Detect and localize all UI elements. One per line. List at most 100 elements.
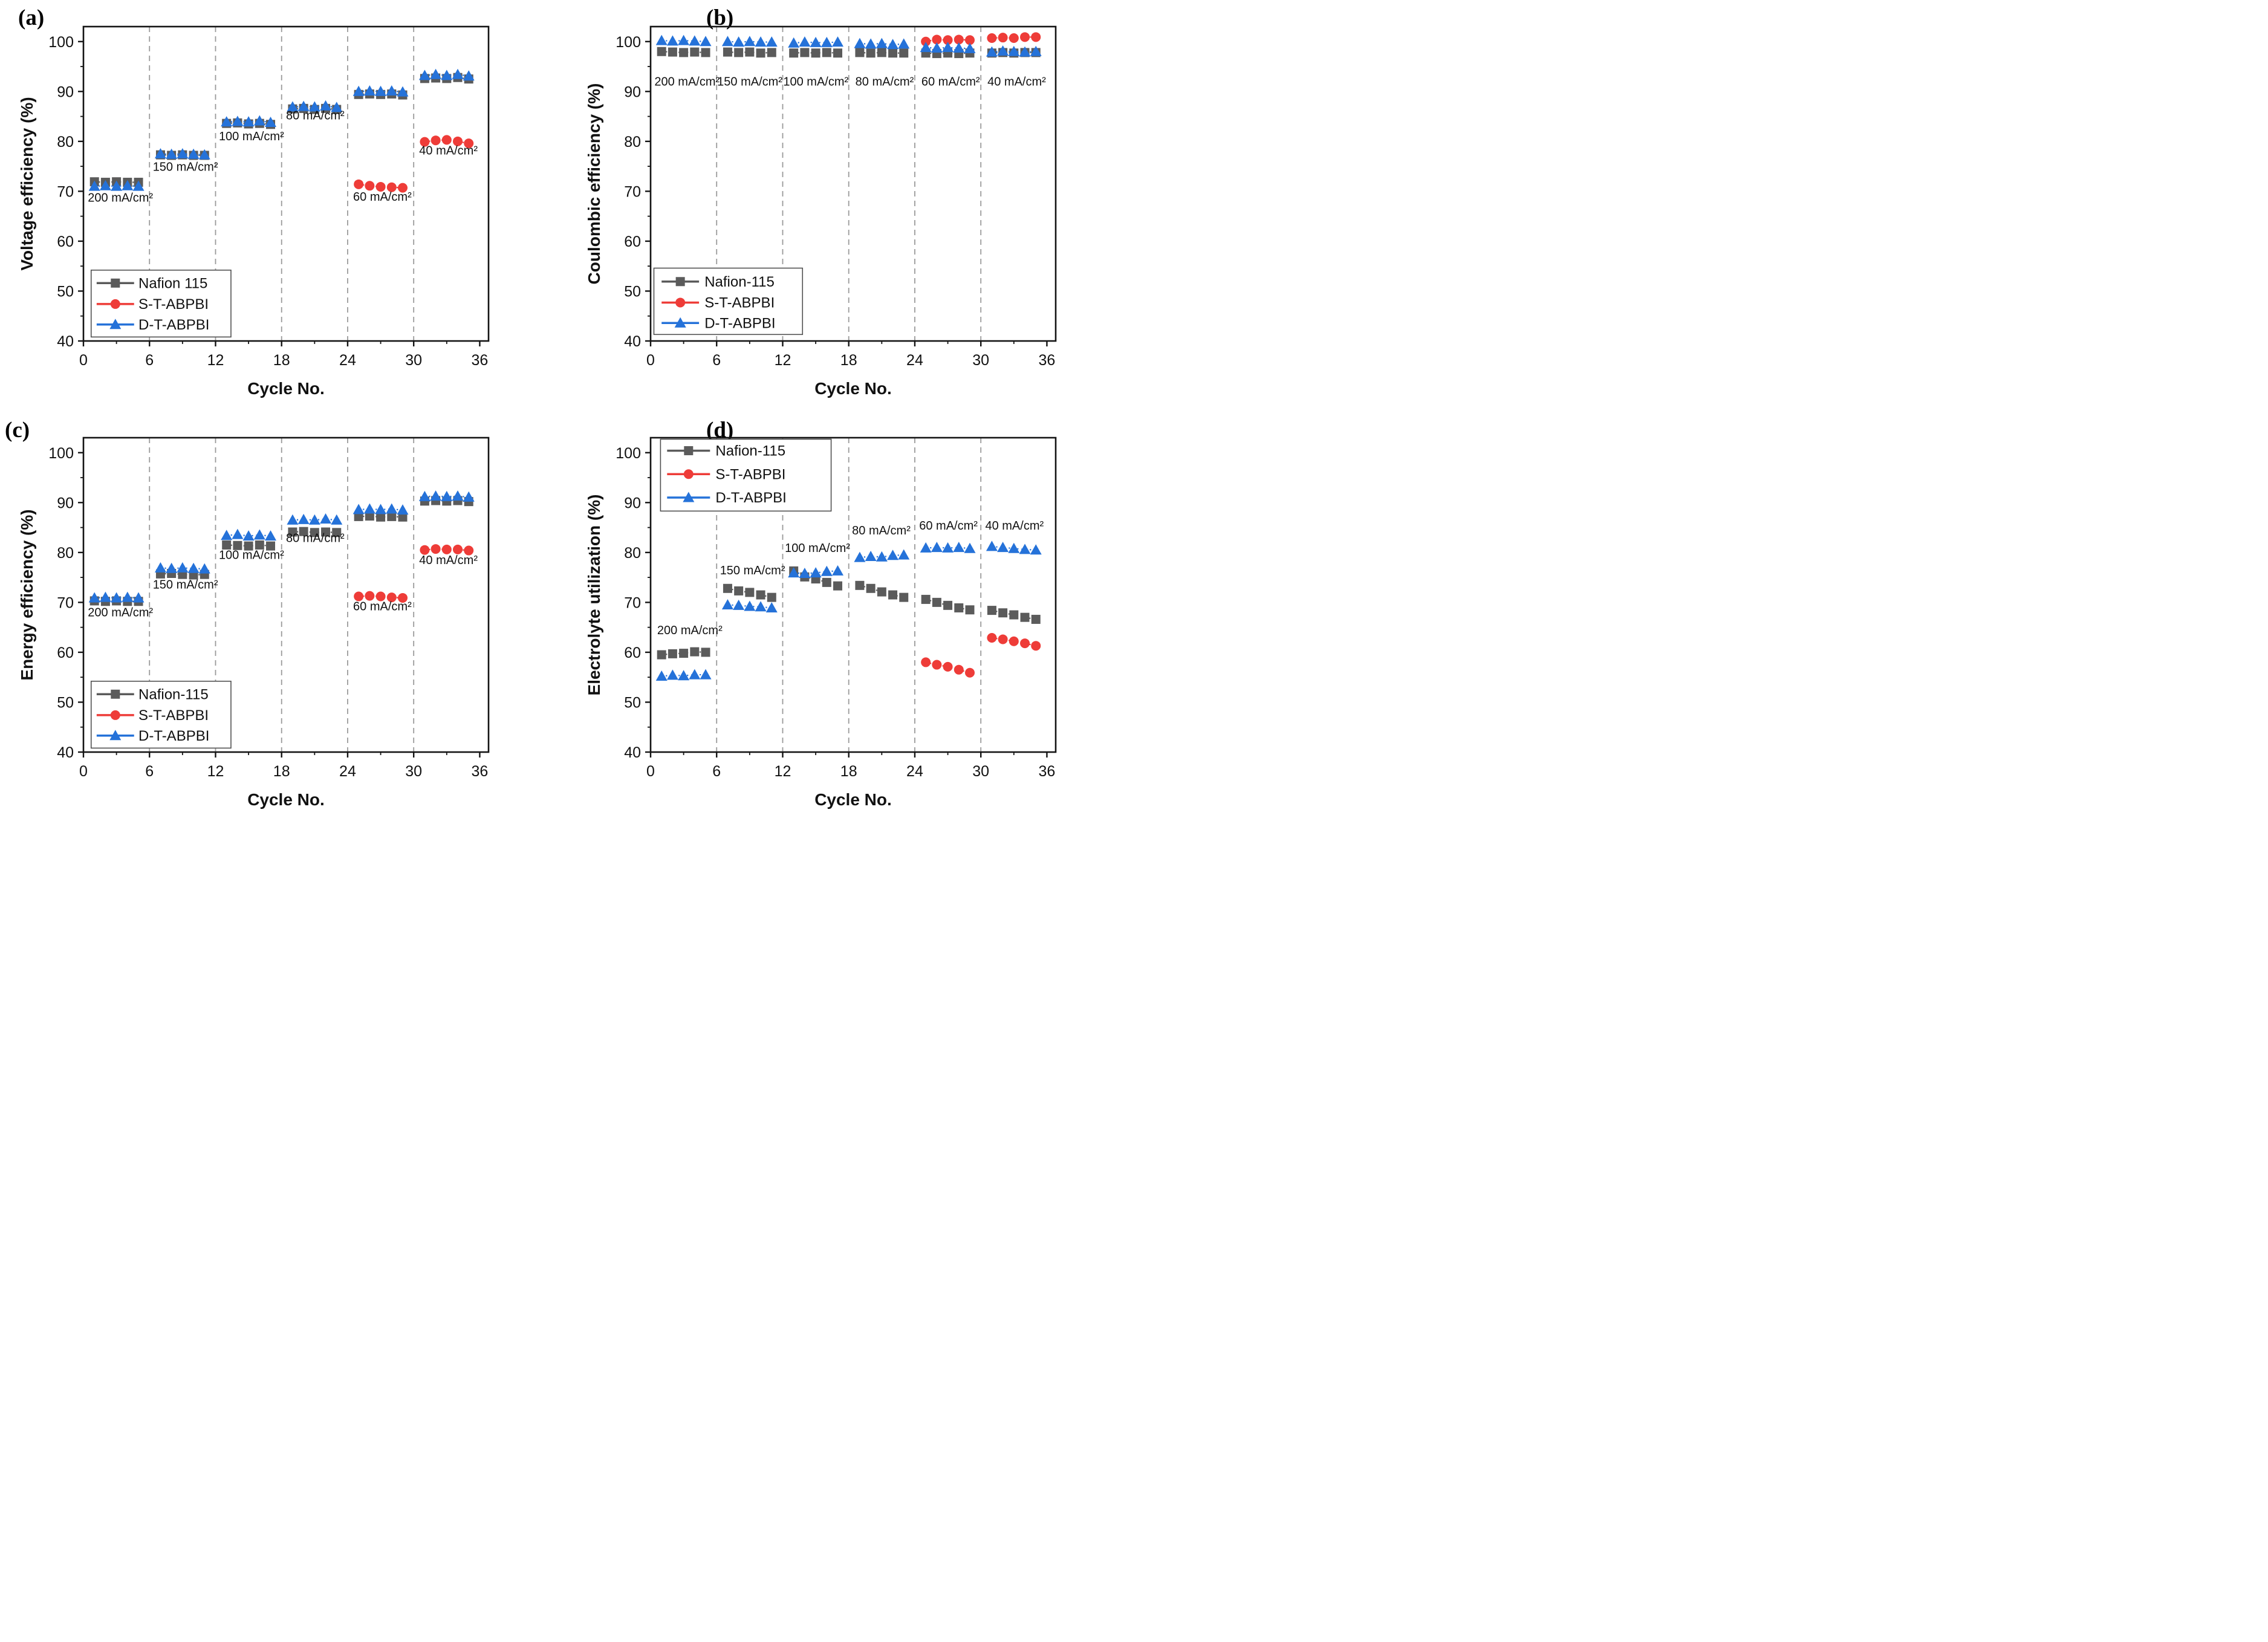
data-point-circle [943,35,953,45]
data-point-square [943,600,953,610]
y-axis: 40 50 60 70 80 90 100 [616,445,651,761]
x-tick-label: 36 [472,352,489,369]
x-tick-label: 12 [207,352,224,369]
data-point-square [111,689,120,699]
data-point-triangle [755,36,767,47]
region-label: 80 mA/cm² [286,109,345,123]
data-point-triangle [287,514,299,525]
legend-label: D-T-ABPBI [138,728,209,744]
data-point-triangle [788,37,800,48]
data-point-square [789,48,799,58]
plot-border [82,25,490,342]
data-point-triangle [242,116,255,127]
data-point-circle [921,36,931,47]
region-label: 60 mA/cm² [919,519,978,533]
region-label: 40 mA/cm² [985,519,1044,533]
region-label: 150 mA/cm² [153,161,218,174]
data-point-triangle [308,514,320,525]
data-point-circle [397,183,408,193]
data-point-circle [453,544,463,554]
data-point-triangle [386,503,398,514]
data-point-square [767,48,776,57]
data-point-square [899,48,909,58]
data-point-triangle [353,504,365,514]
data-point-square [266,541,276,551]
data-point-circle [375,591,386,602]
panel-b: 40 50 60 70 80 90 100 0 6 12 18 24 30 36 200 mA/cm² 150… [579,11,1123,407]
data-point-triangle [666,35,678,46]
x-tick-label: 24 [906,352,923,369]
x-tick-label: 6 [145,763,154,780]
data-point-triangle [320,100,332,111]
data-point-triangle [953,42,965,53]
data-point-triangle [666,669,678,680]
x-axis-title: Cycle No. [247,790,325,809]
region-label: 150 mA/cm² [720,564,785,577]
data-point-circle [1020,32,1030,42]
data-point-triangle [765,36,778,47]
x-tick-label: 0 [79,352,88,369]
data-point-triangle [430,490,442,501]
data-point-triangle [733,599,745,610]
series-d-t-abpbi [655,34,1042,57]
data-point-triangle [799,36,811,47]
data-point-triangle [820,565,833,576]
series-s-t-abpbi [354,135,474,193]
x-axis-title: Cycle No. [814,790,892,809]
y-axis: 40 50 60 70 80 90 100 [48,445,83,761]
region-label: 100 mA/cm² [785,542,850,555]
data-point-square [222,540,232,550]
data-point-triangle [320,513,332,524]
x-tick-label: 6 [145,352,154,369]
data-point-triangle [122,180,134,190]
plot-border [649,25,1057,342]
data-point-square [657,650,666,660]
data-point-circle [397,592,408,603]
data-point-square [921,594,931,604]
data-point-triangle [198,149,210,160]
legend-label: Nafion-115 [704,274,775,290]
data-point-square [965,605,975,615]
data-point-triangle [265,530,277,541]
data-point-triangle [1008,542,1020,553]
chart-a: 40 50 60 70 80 90 100 0 6 12 18 24 30 36 200 mA/cm² 150… [18,25,490,398]
data-point-triangle [463,70,475,81]
data-point-triangle [375,85,387,96]
data-point-square [855,48,865,57]
x-tick-label: 18 [840,352,857,369]
data-point-triangle [418,490,431,501]
legend-label: D-T-ABPBI [704,315,775,331]
legend-label: Nafion-115 [138,686,209,703]
data-point-triangle [287,101,299,112]
data-point-triangle [166,562,178,573]
data-point-triangle [920,42,932,53]
data-point-circle [441,544,452,554]
y-axis: 40 50 60 70 80 90 100 [48,34,83,350]
data-point-square [866,583,876,593]
data-point-triangle [683,492,695,502]
data-point-triangle [810,567,822,578]
data-point-triangle [242,530,255,541]
y-tick-label: 80 [624,134,641,151]
data-point-circle [954,34,964,45]
region-label: 200 mA/cm² [654,75,720,88]
data-point-square [745,588,755,597]
y-tick-label: 40 [624,744,641,761]
data-point-triangle [441,70,453,80]
y-tick-label: 50 [57,694,74,711]
data-point-triangle [363,85,375,96]
data-point-square [701,48,710,57]
data-point-triangle [865,550,877,561]
y-tick-label: 80 [57,134,74,151]
data-point-square [679,649,689,658]
legend: Nafion-115 S-T-ABPBI D-T-ABPBI [653,267,804,336]
x-axis-title: Cycle No. [814,379,892,398]
data-point-triangle [733,36,745,47]
data-point-triangle [865,38,877,49]
data-point-triangle [810,36,822,47]
data-point-triangle [88,180,100,191]
data-point-triangle [463,491,475,502]
x-tick-label: 6 [712,763,721,780]
data-point-triangle [265,116,277,127]
